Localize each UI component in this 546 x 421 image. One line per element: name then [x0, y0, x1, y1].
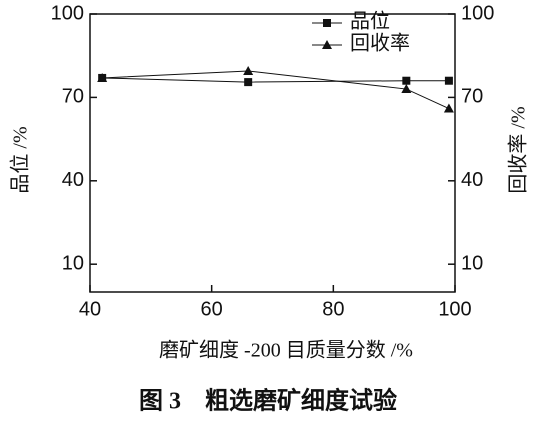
- y2-axis-label: 回收率 /%: [507, 106, 530, 193]
- x-tick-label: 100: [438, 298, 471, 320]
- marker: [243, 65, 254, 75]
- caption: 图 3 粗选磨矿细度试验: [139, 387, 397, 415]
- series-line: [102, 70, 450, 109]
- x-tick-label: 40: [79, 298, 101, 320]
- y-tick-label: 100: [51, 2, 84, 24]
- legend-label: 品位: [350, 10, 390, 33]
- marker: [322, 40, 332, 49]
- marker: [444, 76, 453, 85]
- marker: [97, 72, 108, 82]
- plot-frame: [89, 13, 456, 293]
- x-axis-label: 磨矿细度 -200 目质量分数 /%: [159, 339, 413, 362]
- legend-label: 回收率: [350, 32, 410, 55]
- marker: [244, 78, 253, 87]
- y2-tick-label: 100: [461, 2, 494, 24]
- series-line: [102, 77, 449, 83]
- y-tick-label: 70: [62, 86, 84, 108]
- x-tick-label: 80: [322, 298, 344, 320]
- marker: [443, 103, 454, 113]
- y2-tick-label: 40: [461, 169, 483, 191]
- marker: [402, 76, 411, 85]
- y2-tick-label: 70: [461, 86, 483, 108]
- y-axis-label: 品位 /%: [9, 126, 32, 193]
- y-tick-label: 10: [62, 252, 84, 274]
- marker: [323, 19, 331, 27]
- y2-tick-label: 10: [461, 252, 483, 274]
- marker: [401, 84, 412, 94]
- y-tick-label: 40: [62, 169, 84, 191]
- x-tick-label: 60: [201, 298, 223, 320]
